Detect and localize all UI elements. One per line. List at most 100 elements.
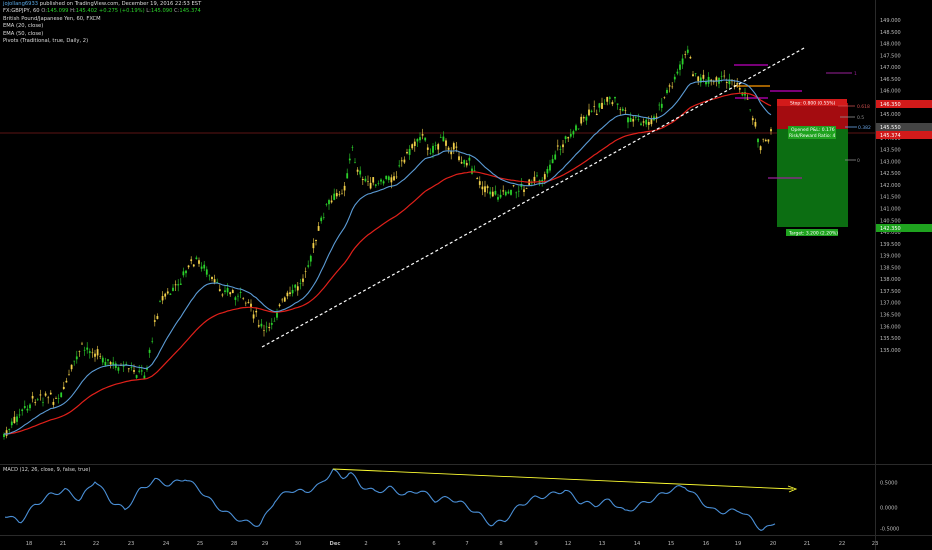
time-tick: 6	[432, 541, 435, 547]
candle-body	[283, 297, 286, 302]
candle-body	[476, 178, 479, 180]
price-tick: 148.500	[880, 30, 901, 36]
candle-body	[369, 182, 372, 189]
time-tick: 15	[668, 541, 675, 547]
candle-body	[81, 343, 83, 345]
candle-body	[533, 176, 536, 182]
candle-body	[681, 58, 684, 65]
candle-body	[62, 386, 65, 389]
macd-divergence-line[interactable]	[332, 468, 794, 490]
candle-body	[525, 188, 528, 189]
fib-label-382: 0.382	[858, 125, 871, 131]
candle-body	[5, 430, 8, 436]
candle-body	[640, 123, 642, 125]
pivot-lines: 0.618 0.5 0.382 0 1	[734, 64, 871, 179]
candle-body	[627, 117, 629, 123]
indicator-ema50-label[interactable]: EMA (50, close)	[3, 30, 44, 37]
candle-body	[668, 85, 671, 87]
candle-body	[473, 170, 476, 171]
stop-label: Stop: 0.800 (0.55%)	[790, 101, 836, 107]
candle-body	[458, 156, 460, 161]
candle-body	[138, 370, 141, 372]
time-tick: 29	[262, 541, 269, 547]
time-tick: 22	[93, 541, 100, 547]
candle-body	[673, 76, 676, 80]
fib-label-5: 0.5	[857, 115, 864, 121]
rr-label: Risk/Reward Ratio: 4	[789, 133, 836, 139]
candle-body	[281, 299, 284, 301]
candle-body	[231, 290, 234, 294]
time-tick: Dec	[330, 541, 341, 547]
candle-body	[676, 71, 679, 74]
stop-zone[interactable]	[777, 103, 848, 129]
candle-body	[343, 185, 346, 191]
candle-body	[494, 190, 497, 195]
candle-body	[478, 181, 481, 185]
open-label: O:	[41, 8, 48, 15]
candle-body	[598, 103, 601, 108]
time-axis[interactable]: 18 21 22 23 24 25 28 29 30 Dec 2 5 6 7 8 9 12 13 14 15 16 19 2…	[26, 541, 879, 547]
candle-body	[268, 326, 271, 328]
candle-body	[16, 416, 18, 422]
candle-body	[408, 148, 411, 155]
candle-body	[549, 164, 551, 171]
candle-body	[447, 147, 450, 150]
candle-body	[671, 86, 674, 88]
candle-body	[247, 302, 250, 304]
candle-body	[663, 97, 666, 98]
candlestick-series[interactable]	[3, 45, 772, 440]
candle-body	[164, 293, 167, 297]
time-tick: 18	[26, 541, 33, 547]
candle-body	[13, 416, 16, 424]
candle-body	[543, 174, 546, 180]
candle-body	[36, 399, 39, 401]
low-value: 145.090	[150, 8, 173, 15]
ema20-line[interactable]	[3, 79, 772, 435]
macd-label[interactable]: MACD (12, 26, close, 9, false, true)	[3, 467, 91, 473]
candle-body	[127, 368, 130, 370]
fib-label-618: 0.618	[857, 104, 870, 110]
ema50-line[interactable]	[3, 92, 772, 435]
price-axis[interactable]: 149.000 148.500 148.000 147.500 147.000 146.5…	[880, 18, 901, 354]
symbol-label[interactable]: FX:GBPJPY, 60	[3, 8, 40, 15]
candle-body	[21, 409, 24, 411]
candle-body	[421, 134, 424, 136]
candle-body	[429, 152, 432, 154]
indicator-pivots-label[interactable]: Pivots (Traditional, true, Daily, 2)	[3, 38, 89, 45]
candle-body	[614, 96, 616, 99]
candle-body	[650, 118, 653, 125]
candle-body	[42, 402, 44, 403]
author-link[interactable]: jojollang6933	[3, 1, 39, 7]
candle-body	[593, 106, 596, 107]
candle-body	[73, 360, 76, 362]
candle-body	[536, 175, 538, 177]
candle-body	[234, 297, 237, 300]
indicator-ema20-label[interactable]: EMA (20, close)	[3, 23, 44, 30]
price-tick: 136.500	[880, 313, 901, 319]
candle-body	[294, 284, 297, 288]
time-tick: 5	[397, 541, 400, 547]
time-tick: 8	[499, 541, 502, 547]
candle-body	[515, 192, 518, 194]
candle-body	[3, 433, 5, 437]
macd-line[interactable]	[4, 468, 776, 532]
time-tick: 13	[599, 541, 606, 547]
candle-body	[504, 191, 507, 196]
candle-body	[471, 168, 473, 174]
candle-body	[416, 138, 419, 142]
entry-price-badge	[876, 123, 932, 131]
candle-body	[580, 116, 583, 124]
candle-body	[582, 117, 585, 119]
candle-body	[252, 314, 255, 319]
candle-body	[291, 289, 294, 294]
candle-body	[198, 260, 200, 264]
trend-line[interactable]	[261, 46, 807, 348]
candle-body	[322, 217, 325, 218]
candle-body	[689, 57, 692, 59]
candle-body	[364, 178, 367, 182]
candle-body	[250, 303, 252, 308]
stop-label-bg	[777, 99, 847, 106]
candle-body	[224, 290, 226, 292]
candle-body	[465, 162, 468, 166]
